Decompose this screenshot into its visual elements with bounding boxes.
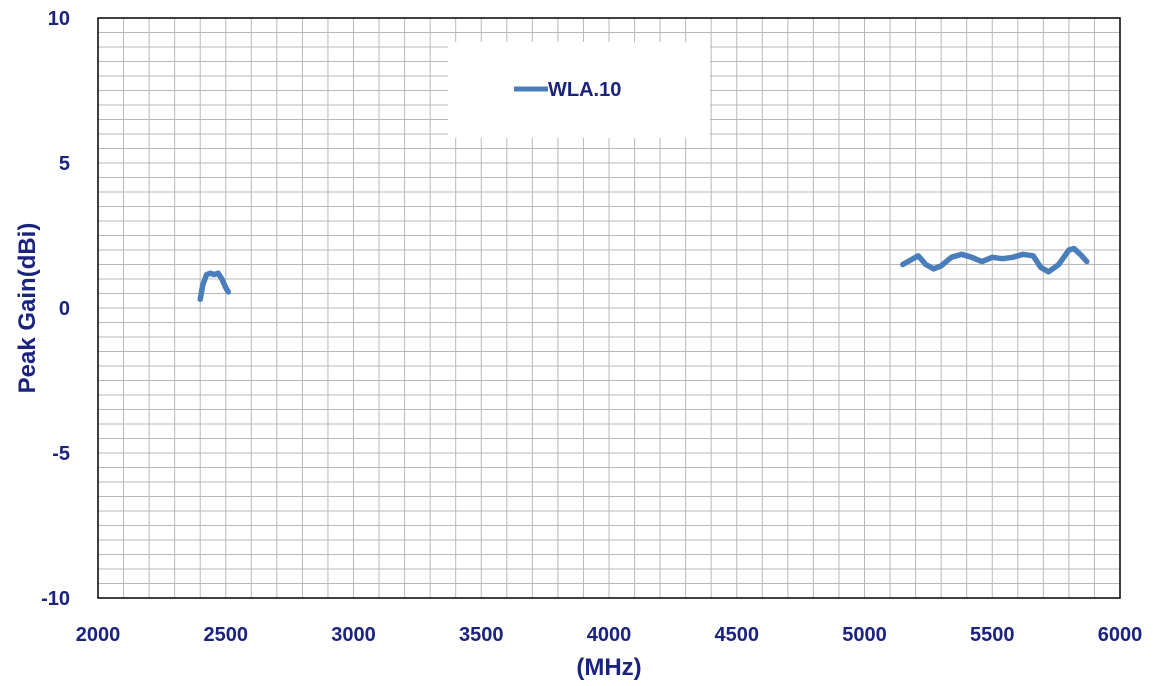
x-tick-label: 3500: [459, 624, 504, 646]
series-line-segment-2: [900, 245, 1090, 275]
x-tick-label: 3000: [331, 624, 376, 646]
y-tick-label: -5: [52, 443, 70, 465]
y-tick-label: -10: [41, 588, 70, 610]
x-axis-ticks: 2000 2500 3000 3500 4000 4500 5000 5500 6000: [76, 624, 1143, 646]
y-axis-ticks: 10 5 0 -5 -10: [41, 8, 70, 610]
legend-box: [448, 42, 710, 138]
x-tick-label: 5500: [970, 624, 1015, 646]
x-tick-label: 2000: [76, 624, 121, 646]
x-tick-label: 2500: [204, 624, 249, 646]
y-tick-label: 5: [59, 153, 70, 175]
legend-label: WLA.10: [548, 79, 621, 101]
series-layer: [197, 245, 1090, 303]
x-tick-label: 5000: [842, 624, 887, 646]
x-axis-title: (MHz): [576, 654, 641, 681]
x-tick-label: 4500: [715, 624, 760, 646]
y-axis-title: Peak Gain(dBi): [14, 223, 41, 394]
plot-frame: [97, 17, 1121, 599]
x-tick-label: 4000: [587, 624, 632, 646]
grid: [97, 17, 1121, 599]
y-tick-label: 10: [48, 8, 70, 30]
series-line-segment-1: [197, 270, 232, 303]
x-tick-label: 6000: [1098, 624, 1143, 646]
y-tick-label: 0: [59, 298, 70, 320]
